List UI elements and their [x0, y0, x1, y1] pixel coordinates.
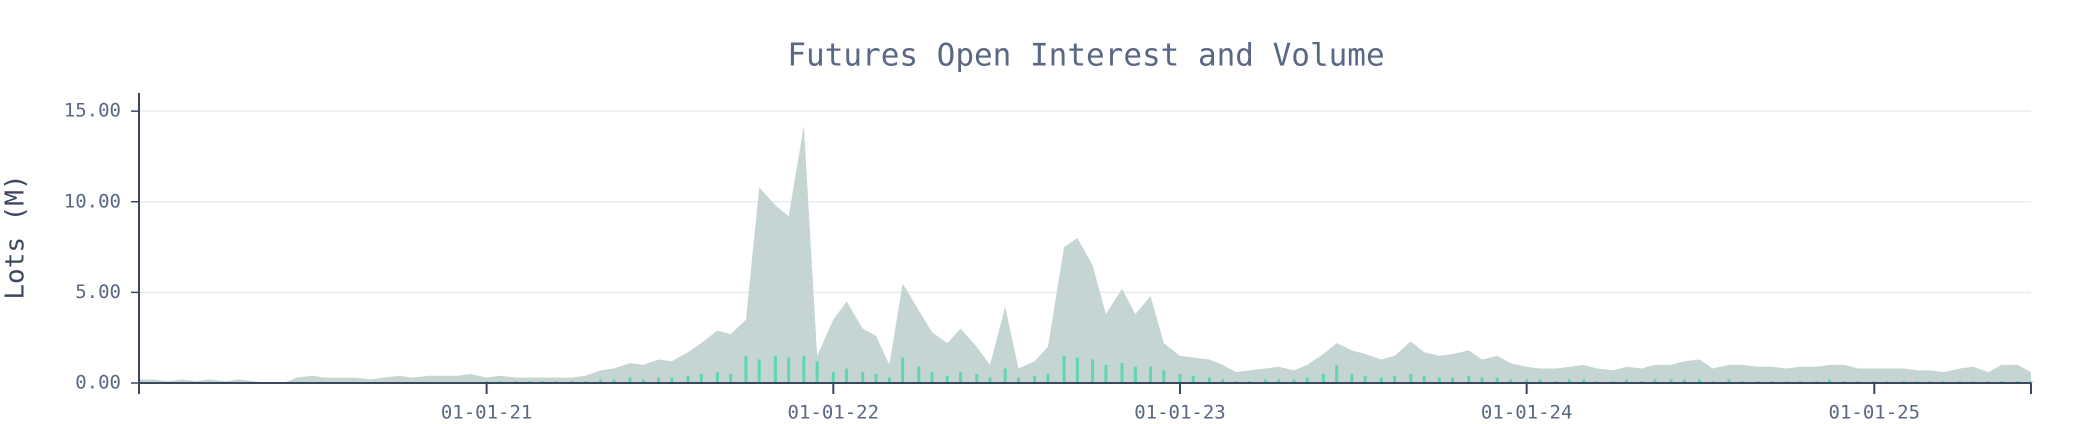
volume-bar	[1350, 373, 1354, 383]
y-tick-label: 5.00	[75, 281, 121, 303]
volume-bar	[1075, 357, 1079, 383]
volume-bar	[1292, 379, 1296, 383]
volume-bar	[1017, 377, 1021, 383]
volume-bar	[1409, 373, 1413, 383]
x-tick-label: 01-01-21	[441, 402, 533, 424]
volume-bar	[599, 379, 603, 383]
volume-bar	[1495, 377, 1499, 383]
volume-bar	[1162, 370, 1166, 383]
volume-bar	[1525, 379, 1529, 383]
open-interest-area	[139, 125, 2031, 383]
y-tick-label: 0.00	[75, 372, 121, 394]
volume-bar	[1467, 375, 1471, 383]
volume-bar	[861, 372, 865, 383]
volume-bar	[1379, 377, 1383, 383]
volume-bar	[1191, 375, 1195, 383]
volume-bar	[1062, 355, 1066, 383]
volume-bar	[1698, 379, 1702, 383]
volume-bar	[612, 379, 616, 383]
volume-bar	[945, 375, 949, 383]
volume-bar	[657, 377, 661, 383]
volume-bar	[845, 368, 849, 383]
volume-bar	[1046, 373, 1050, 383]
volume-bar	[1363, 375, 1367, 383]
x-tick-label: 01-01-25	[1829, 402, 1921, 424]
volume-bar	[744, 355, 748, 383]
volume-bar	[1263, 379, 1267, 383]
volume-bar	[917, 366, 921, 383]
volume-bar	[715, 372, 719, 383]
volume-bar	[1221, 379, 1225, 383]
volume-bar	[1437, 377, 1441, 383]
volume-bar	[773, 355, 777, 383]
volume-bar	[1207, 377, 1211, 383]
volume-bar	[901, 357, 905, 383]
volume-bar	[1091, 359, 1095, 383]
volume-bar	[1149, 366, 1153, 383]
volume-bar	[815, 361, 819, 383]
volume-bar	[1509, 379, 1513, 383]
volume-bar	[1104, 364, 1108, 383]
volume-bar	[1133, 366, 1137, 383]
volume-bar	[686, 375, 690, 383]
volume-bar	[1653, 379, 1657, 383]
volume-bar	[802, 355, 806, 383]
volume-bar	[757, 359, 761, 383]
volume-bar	[887, 377, 891, 383]
volume-bar	[831, 372, 835, 383]
volume-bar	[1178, 373, 1182, 383]
volume-bar	[1727, 379, 1731, 383]
volume-bar	[628, 377, 632, 383]
volume-bar	[1669, 379, 1673, 383]
volume-bar	[930, 372, 934, 383]
y-tick-label: 15.00	[64, 100, 121, 122]
volume-bar	[1335, 364, 1339, 383]
volume-bar	[729, 373, 733, 383]
chart-title: Futures Open Interest and Volume	[787, 38, 1384, 74]
volume-bar	[1828, 379, 1832, 383]
volume-bar	[641, 379, 645, 383]
volume-bar	[1451, 377, 1455, 383]
volume-bar	[1480, 377, 1484, 383]
volume-bar	[1305, 377, 1309, 383]
volume-bar	[975, 373, 979, 383]
volume-bar	[1624, 379, 1628, 383]
volume-bar	[959, 372, 963, 383]
volume-bar	[1538, 379, 1542, 383]
volume-bar	[787, 357, 791, 383]
volume-bar	[1321, 373, 1325, 383]
volume-bar	[1033, 375, 1037, 383]
volume-bar	[1277, 379, 1281, 383]
x-tick-label: 01-01-23	[1134, 402, 1226, 424]
volume-bar	[1003, 368, 1007, 383]
volume-bar	[988, 377, 992, 383]
volume-bar	[1682, 379, 1686, 383]
volume-bar	[1120, 363, 1124, 383]
y-tick-label: 10.00	[64, 190, 121, 212]
volume-bar	[1422, 375, 1426, 383]
volume-bar	[670, 377, 674, 383]
volume-bar	[874, 373, 878, 383]
y-axis-label: Lots (M)	[1, 174, 31, 299]
x-tick-label: 01-01-22	[788, 402, 880, 424]
volume-bar	[1582, 379, 1586, 383]
volume-bar	[699, 373, 703, 383]
x-tick-label: 01-01-24	[1481, 402, 1573, 424]
volume-bar	[1393, 375, 1397, 383]
volume-bar	[1567, 379, 1571, 383]
